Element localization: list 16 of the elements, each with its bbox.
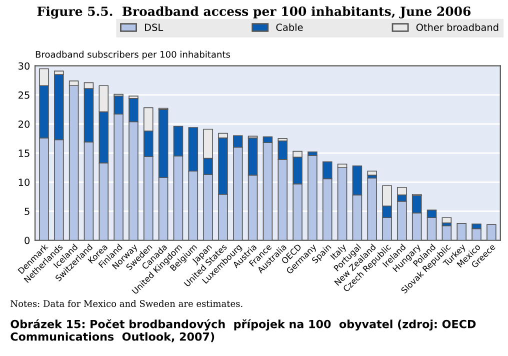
y-tick-label: 15 <box>18 150 30 157</box>
legend-label: Other broadband <box>416 23 498 31</box>
bar <box>442 217 452 224</box>
y-tick-label: 20 <box>18 120 30 128</box>
text: Notes: Data for Mexico and Sweden are estimates. <box>10 300 242 307</box>
y-axis-title: Broadband subscribers per 100 inhabitants <box>36 50 230 60</box>
y-tick-label: 5 <box>24 208 30 216</box>
chart-title: Figure 5.5. Broadband access per 100 inhabitants, June 2006 <box>37 6 471 19</box>
y-tick-label: 10 <box>18 178 30 186</box>
legend-label: Cable <box>276 23 303 31</box>
y-tick-label: 30 <box>18 62 30 70</box>
text: Obrázek 15: Počet brodbandových přípojek na 100 obyvatel (zdroj: OECD Communications Outlook, 2007) <box>10 319 476 342</box>
y-tick-label: 25 <box>18 91 30 99</box>
legend-label: DSL <box>145 24 164 31</box>
bar <box>367 170 378 176</box>
y-tick-label: 0 <box>24 236 30 244</box>
